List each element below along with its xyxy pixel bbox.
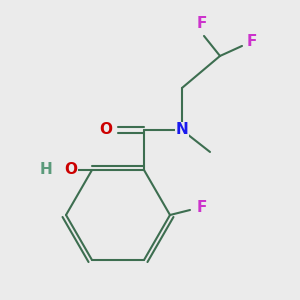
Text: F: F (197, 16, 207, 32)
Text: N: N (176, 122, 188, 137)
Text: F: F (247, 34, 257, 50)
Text: F: F (197, 200, 207, 214)
Text: H: H (39, 163, 52, 178)
Text: O: O (64, 163, 77, 178)
Text: O: O (100, 122, 112, 137)
